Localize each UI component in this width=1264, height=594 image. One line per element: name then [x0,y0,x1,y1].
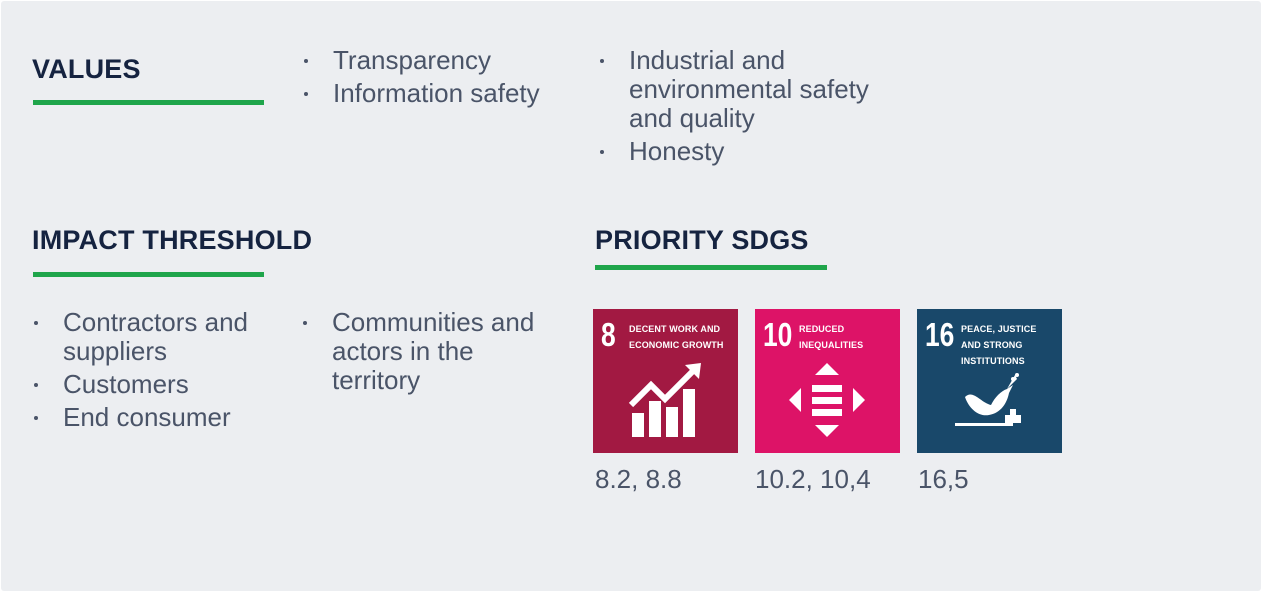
sdg-8-targets: 8.2, 8.8 [595,464,682,494]
sdg-16-targets: 16,5 [918,464,969,494]
dove-gavel-icon [955,373,1021,426]
values-underline [33,100,264,105]
sdg-number: 16 [925,316,955,353]
impact-item: Customers [30,370,275,399]
values-heading: VALUES [32,54,141,84]
sdg-title: DECENT WORK AND ECONOMIC GROWTH [629,324,724,350]
impact-threshold-underline [33,272,264,277]
sdg-number: 8 [601,316,616,353]
sdg-number: 10 [763,316,793,353]
sdg-10-targets: 10.2, 10,4 [755,464,871,494]
sdg-tile-10: 10 REDUCED INEQUALITIES [755,309,900,453]
values-list-right: Industrial and environmental safety and … [596,46,896,170]
impact-item: Contractors and suppliers [30,308,275,366]
value-item: Industrial and environmental safety and … [596,46,896,133]
value-item: Transparency [300,46,580,75]
priority-sdgs-underline [595,265,827,270]
sdg-tile-16: 16 PEACE, JUSTICE AND STRONG INSTITUTION… [917,309,1062,453]
values-list-left: Transparency Information safety [300,46,580,112]
impact-list-left: Contractors and suppliers Customers End … [30,308,275,436]
value-item: Information safety [300,79,580,108]
priority-sdgs-heading: PRIORITY SDGS [595,225,809,255]
sdg-title: REDUCED INEQUALITIES [799,324,864,350]
sdg-tile-8: 8 DECENT WORK AND ECONOMIC GROWTH [593,309,738,453]
growth-chart-icon [628,363,701,437]
impact-item: End consumer [30,403,275,432]
sdg-title: PEACE, JUSTICE AND STRONG INSTITUTIONS [961,324,1037,366]
impact-threshold-heading: IMPACT THRESHOLD [32,225,313,255]
impact-item: Communities and actors in the territory [299,308,544,395]
impact-list-right: Communities and actors in the territory [299,308,544,399]
equality-arrows-icon [789,363,865,437]
value-item: Honesty [596,137,896,166]
